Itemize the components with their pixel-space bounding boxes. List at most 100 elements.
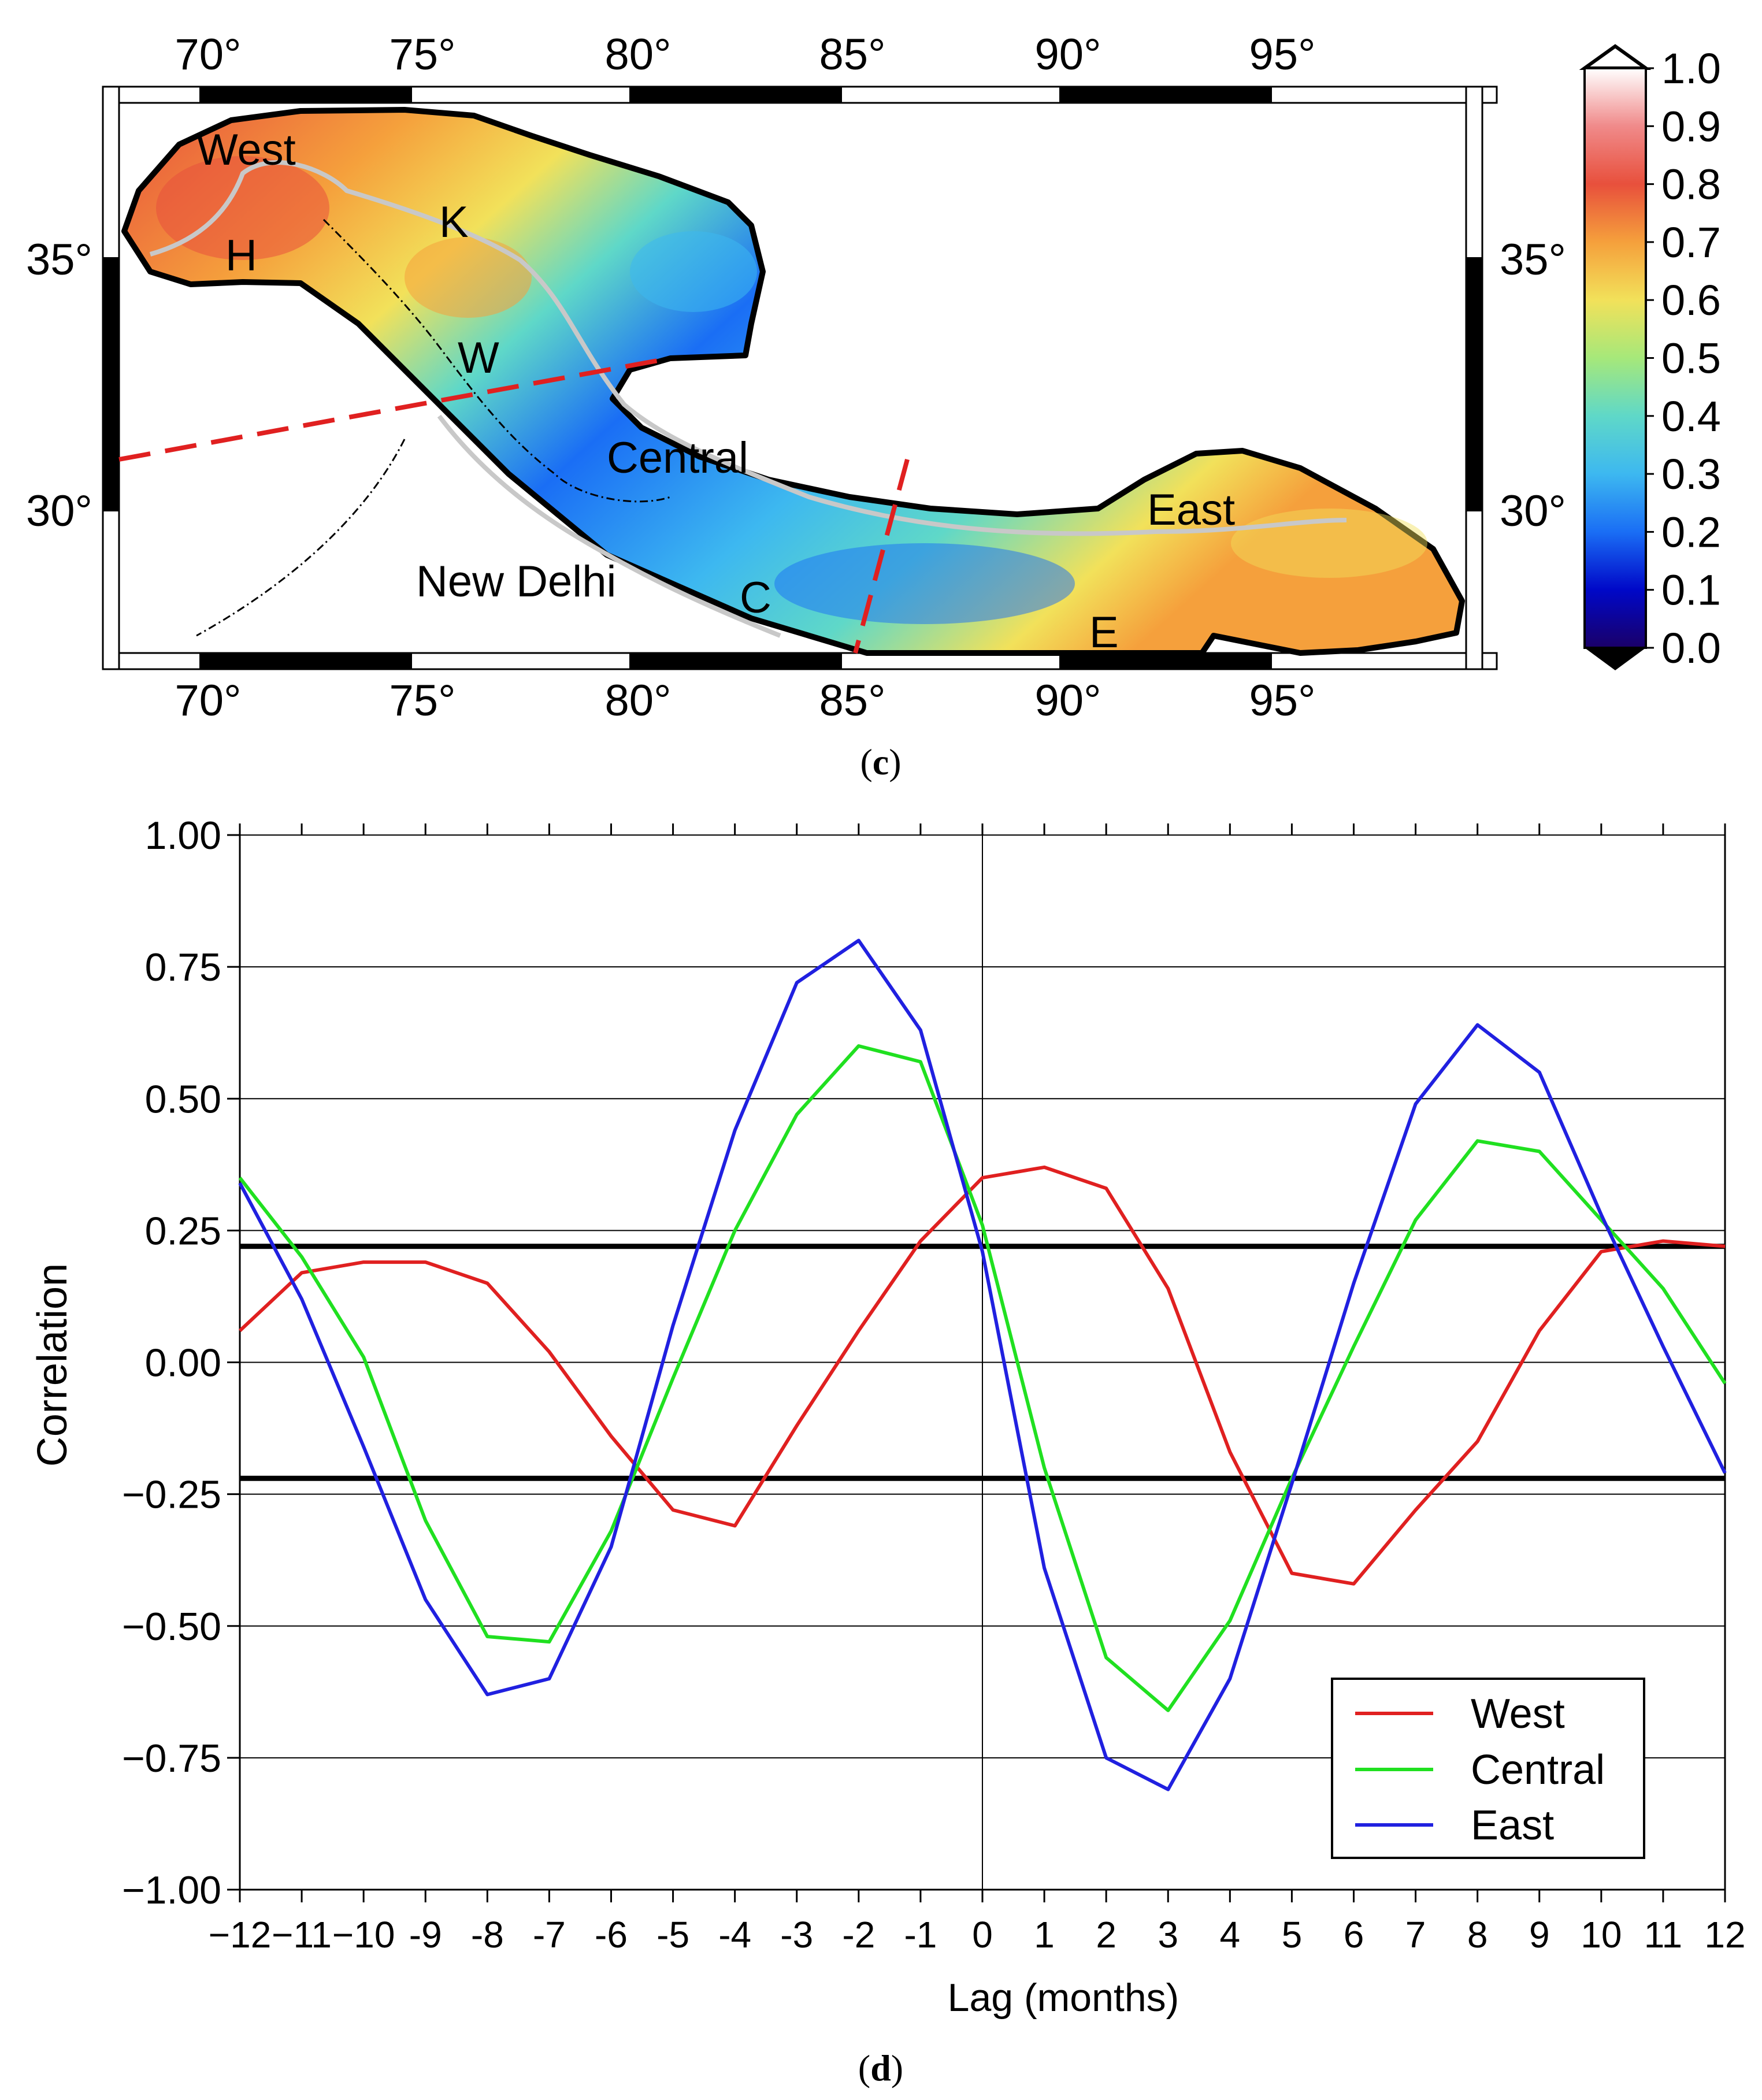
colorbar-tick-label: 0.9 bbox=[1661, 102, 1721, 150]
lon-tick-top: 85° bbox=[819, 30, 886, 79]
region-label-w: W bbox=[458, 333, 499, 383]
lat-tick-left: 30° bbox=[26, 487, 92, 536]
lag-correlation-chart: 1.00 0.75 0.50 0.25 0.00 −0.25 −0.50 −0.75 −1.00… bbox=[29, 814, 1746, 2088]
x-tick-label: 8 bbox=[1467, 1914, 1488, 1956]
high-correlation-karakoram bbox=[405, 237, 532, 318]
panel-caption-c: (c) bbox=[860, 741, 901, 782]
x-tick-label: 12 bbox=[1704, 1914, 1745, 1956]
colorbar-top-triangle bbox=[1579, 44, 1652, 70]
colorbar-tick-label: 1.0 bbox=[1661, 44, 1721, 92]
lon-tick-top: 80° bbox=[605, 30, 672, 79]
x-tick-label: -5 bbox=[656, 1914, 689, 1956]
x-tick-label: -3 bbox=[780, 1914, 813, 1956]
colorbar-tick-label: 0.5 bbox=[1661, 335, 1721, 383]
y-tick-label: 0.00 bbox=[145, 1341, 221, 1385]
x-tick-label: 9 bbox=[1529, 1914, 1550, 1956]
lon-tick-bottom: 85° bbox=[819, 676, 886, 725]
x-tick-label: 4 bbox=[1220, 1914, 1241, 1956]
chart-tick-labels: 1.00 0.75 0.50 0.25 0.00 −0.25 −0.50 −0.75 −1.00… bbox=[122, 814, 1746, 1956]
x-axis-label: Lag (months) bbox=[948, 1976, 1179, 2020]
x-tick-label: -2 bbox=[842, 1914, 875, 1956]
y-tick-label: 0.50 bbox=[145, 1077, 221, 1121]
x-tick-label: 11 bbox=[1644, 1914, 1682, 1956]
x-tick-label: 3 bbox=[1158, 1914, 1178, 1956]
country-border-line bbox=[149, 160, 1347, 536]
country-border-line bbox=[437, 414, 781, 638]
chart-axes bbox=[227, 823, 1726, 1902]
x-tick-label: −12 bbox=[209, 1914, 272, 1956]
legend-label-east: East bbox=[1471, 1802, 1554, 1849]
colorbar-tick-label: 0.3 bbox=[1661, 450, 1721, 498]
colorbar-bottom-triangle bbox=[1585, 648, 1646, 670]
x-tick-label: -8 bbox=[471, 1914, 504, 1956]
colorbar-tick-label: 0.4 bbox=[1661, 392, 1721, 440]
y-tick-label: 0.25 bbox=[145, 1209, 221, 1253]
x-tick-label: −11 bbox=[272, 1914, 332, 1956]
low-correlation-north bbox=[630, 231, 757, 312]
colorbar-tick-label: 0.6 bbox=[1661, 276, 1721, 324]
high-correlation-west bbox=[156, 156, 329, 260]
y-tick-label: 0.75 bbox=[145, 945, 221, 989]
y-tick-label: −1.00 bbox=[122, 1868, 221, 1912]
lon-tick-bottom: 95° bbox=[1249, 676, 1316, 725]
lon-tick-top: 70° bbox=[175, 30, 242, 79]
series-line-west bbox=[238, 1165, 1726, 1586]
lon-tick-bottom: 70° bbox=[175, 676, 242, 725]
map-panel: West H K W Central East New Delhi C E 70… bbox=[26, 30, 1721, 782]
map-right-scalebar-block bbox=[1466, 257, 1482, 511]
city-label-new-delhi: New Delhi bbox=[416, 557, 616, 606]
colorbar: 1.0 0.9 0.8 0.7 0.6 0.5 0.4 0.3 0.2 0.1 0.0 bbox=[1579, 44, 1721, 672]
x-tick-label: 7 bbox=[1405, 1914, 1426, 1956]
x-tick-label: -6 bbox=[595, 1914, 628, 1956]
lon-tick-bottom: 80° bbox=[605, 676, 672, 725]
region-label-k: K bbox=[439, 198, 469, 247]
y-axis-label: Correlation bbox=[29, 1263, 76, 1467]
x-tick-label: 6 bbox=[1344, 1914, 1364, 1956]
lon-tick-top: 75° bbox=[390, 30, 456, 79]
chart-legend: West Central East bbox=[1331, 1678, 1645, 1859]
series-line-central bbox=[238, 1044, 1727, 1712]
x-tick-label: 5 bbox=[1282, 1914, 1303, 1956]
region-label-east: East bbox=[1147, 485, 1235, 535]
x-tick-label: -4 bbox=[718, 1914, 751, 1956]
colorbar-tick-label: 0.8 bbox=[1661, 161, 1721, 209]
x-tick-label: 0 bbox=[972, 1914, 993, 1956]
x-tick-label: 1 bbox=[1034, 1914, 1055, 1956]
colorbar-tick-label: 0.0 bbox=[1661, 624, 1721, 672]
chart-series bbox=[238, 938, 1727, 1791]
x-tick-label: -7 bbox=[533, 1914, 566, 1956]
x-tick-label: 2 bbox=[1096, 1914, 1116, 1956]
x-tick-label: -9 bbox=[409, 1914, 442, 1956]
low-correlation-central bbox=[774, 543, 1075, 624]
map-bottom-scalebar bbox=[103, 652, 1498, 670]
series-line-east bbox=[238, 938, 1727, 1791]
lat-tick-left: 35° bbox=[26, 235, 92, 284]
lon-tick-bottom: 75° bbox=[390, 676, 456, 725]
map-top-scalebar bbox=[103, 86, 1498, 104]
lon-tick-top: 95° bbox=[1249, 30, 1316, 79]
y-tick-label: −0.50 bbox=[122, 1605, 221, 1649]
x-tick-label: −10 bbox=[332, 1914, 395, 1956]
region-label-west: West bbox=[196, 125, 296, 175]
country-border-dashed bbox=[196, 439, 406, 637]
region-divider-central-east bbox=[853, 458, 910, 654]
panel-caption-d: (d) bbox=[858, 2047, 903, 2088]
region-label-c: C bbox=[740, 573, 771, 622]
colorbar-bar bbox=[1583, 67, 1647, 649]
legend-label-west: West bbox=[1471, 1691, 1565, 1737]
legend-label-central: Central bbox=[1471, 1747, 1605, 1793]
colorbar-tick-label: 0.2 bbox=[1661, 508, 1721, 556]
x-tick-label: 10 bbox=[1581, 1914, 1622, 1956]
y-tick-label: −0.75 bbox=[122, 1737, 221, 1780]
region-label-e: E bbox=[1089, 608, 1119, 657]
y-tick-label: 1.00 bbox=[145, 814, 221, 858]
y-tick-label: −0.25 bbox=[122, 1473, 221, 1517]
region-label-central: Central bbox=[607, 433, 748, 483]
map-left-scalebar-block bbox=[103, 257, 119, 511]
x-tick-label: -1 bbox=[904, 1914, 937, 1956]
lat-tick-right: 35° bbox=[1500, 235, 1566, 284]
colorbar-tick-label: 0.1 bbox=[1661, 566, 1721, 614]
lon-tick-top: 90° bbox=[1035, 30, 1101, 79]
lon-tick-bottom: 90° bbox=[1035, 676, 1101, 725]
